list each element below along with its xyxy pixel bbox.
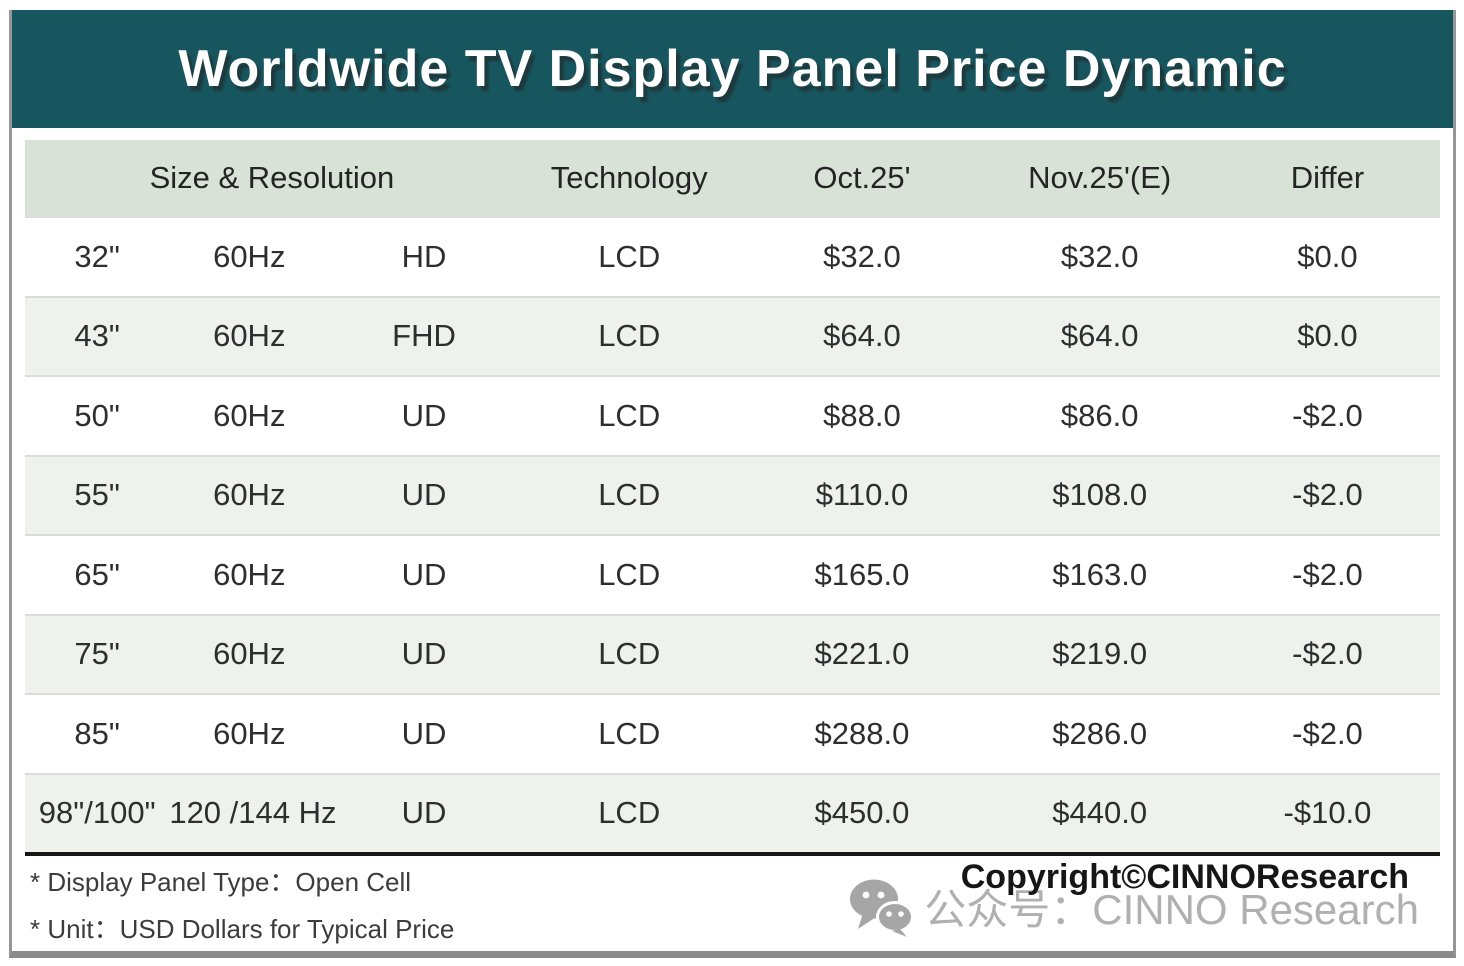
cell-differ: -$2.0: [1292, 636, 1363, 672]
cell-resolution: UD: [401, 556, 447, 592]
wechat-icon: [850, 879, 915, 937]
cell-nov25-price: $440.0: [1052, 795, 1148, 831]
cell-differ: $0.0: [1297, 318, 1358, 354]
cell-nov25-price: $64.0: [1060, 318, 1139, 354]
cell-resolution: FHD: [392, 318, 456, 354]
table-row: 55" 60Hz UD LCD $110.0 $108.0 -$2.0: [25, 454, 1440, 534]
cell-resolution: UD: [401, 397, 447, 433]
cell-refresh-rate: 120 /144 Hz: [169, 795, 337, 831]
col-header-size-resolution: Size & Resolution: [149, 160, 395, 195]
footnotes: * Display Panel Type：Open Cell * Unit：US…: [30, 859, 454, 953]
cell-size: 50": [74, 397, 120, 433]
cell-technology: LCD: [598, 636, 661, 672]
cell-nov25-price: $219.0: [1052, 636, 1148, 672]
cell-resolution: UD: [401, 636, 447, 672]
cell-technology: LCD: [598, 477, 661, 513]
footer: * Display Panel Type：Open Cell * Unit：US…: [12, 856, 1453, 948]
cell-size: 55": [74, 477, 120, 513]
table-body: 32" 60Hz HD LCD $32.0 $32.0 $0.0 43" 60H…: [25, 216, 1440, 852]
cell-technology: LCD: [598, 715, 661, 751]
col-header-differ: Differ: [1290, 160, 1365, 195]
table-row: 65" 60Hz UD LCD $165.0 $163.0 -$2.0: [25, 534, 1440, 614]
cell-differ: -$2.0: [1292, 556, 1363, 592]
cell-resolution: UD: [401, 715, 447, 751]
wechat-watermark: 公众号：CINNO Research: [848, 876, 1419, 937]
cell-refresh-rate: 60Hz: [213, 556, 286, 592]
footnote-panel-type: * Display Panel Type：Open Cell: [30, 867, 412, 897]
cell-size: 85": [74, 715, 120, 751]
cell-size: 65": [74, 556, 120, 592]
cell-nov25-price: $163.0: [1052, 556, 1148, 592]
cell-size: 98"/100": [38, 795, 156, 831]
table-row: 43" 60Hz FHD LCD $64.0 $64.0 $0.0: [25, 295, 1440, 375]
footnote-unit: * Unit：USD Dollars for Typical Price: [30, 914, 455, 944]
cell-differ: -$2.0: [1292, 477, 1363, 513]
cell-oct25-price: $450.0: [814, 795, 910, 831]
price-table: Size & Resolution Technology Oct.25' Nov…: [25, 140, 1440, 852]
cell-size: 43": [74, 318, 120, 354]
cell-resolution: UD: [401, 477, 447, 513]
cell-oct25-price: $64.0: [823, 318, 901, 354]
cell-nov25-price: $286.0: [1052, 715, 1148, 751]
table-row: 85" 60Hz UD LCD $288.0 $286.0 -$2.0: [25, 693, 1440, 773]
cell-nov25-price: $32.0: [1060, 238, 1139, 274]
cell-oct25-price: $288.0: [814, 715, 910, 751]
cell-oct25-price: $165.0: [814, 556, 910, 592]
cell-resolution: HD: [401, 238, 447, 274]
cell-oct25-price: $88.0: [823, 397, 901, 433]
table-row: 50" 60Hz UD LCD $88.0 $86.0 -$2.0: [25, 375, 1440, 455]
cell-differ: -$2.0: [1292, 397, 1363, 433]
cell-refresh-rate: 60Hz: [213, 397, 286, 433]
table-row: 75" 60Hz UD LCD $221.0 $219.0 -$2.0: [25, 613, 1440, 693]
cell-oct25-price: $110.0: [815, 477, 909, 513]
cell-nov25-price: $108.0: [1052, 477, 1148, 513]
cell-differ: -$2.0: [1292, 715, 1363, 751]
cell-refresh-rate: 60Hz: [213, 318, 286, 354]
cell-technology: LCD: [598, 318, 661, 354]
table-row: 32" 60Hz HD LCD $32.0 $32.0 $0.0: [25, 216, 1440, 296]
cell-differ: $0.0: [1297, 238, 1358, 274]
cell-resolution: UD: [401, 795, 447, 831]
footer-divider: [25, 852, 1440, 856]
title-banner: Worldwide TV Display Panel Price Dynamic: [12, 10, 1453, 128]
cell-differ: -$10.0: [1283, 795, 1372, 831]
col-header-nov25: Nov.25'(E): [1028, 160, 1172, 195]
cell-technology: LCD: [598, 397, 661, 433]
cell-technology: LCD: [598, 556, 661, 592]
cell-size: 75": [74, 636, 120, 672]
table-row: 98"/100" 120 /144 Hz UD LCD $450.0 $440.…: [25, 772, 1440, 852]
cell-nov25-price: $86.0: [1060, 397, 1139, 433]
cell-size: 32": [74, 238, 120, 274]
cell-refresh-rate: 60Hz: [213, 477, 286, 513]
cell-oct25-price: $32.0: [823, 238, 901, 274]
cell-technology: LCD: [598, 795, 661, 831]
table-header-row: Size & Resolution Technology Oct.25' Nov…: [25, 140, 1440, 216]
cell-refresh-rate: 60Hz: [213, 715, 286, 751]
content-frame: Worldwide TV Display Panel Price Dynamic…: [9, 10, 1456, 958]
cell-refresh-rate: 60Hz: [213, 238, 286, 274]
cell-refresh-rate: 60Hz: [213, 636, 286, 672]
cell-technology: LCD: [598, 238, 661, 274]
col-header-technology: Technology: [550, 160, 708, 195]
col-header-oct25: Oct.25': [813, 160, 911, 195]
page-title: Worldwide TV Display Panel Price Dynamic: [178, 40, 1287, 98]
watermark-text: 公众号：CINNO Research: [924, 886, 1419, 933]
cell-oct25-price: $221.0: [814, 636, 910, 672]
copyright-text: Copyright©CINNOResearch: [960, 858, 1409, 896]
